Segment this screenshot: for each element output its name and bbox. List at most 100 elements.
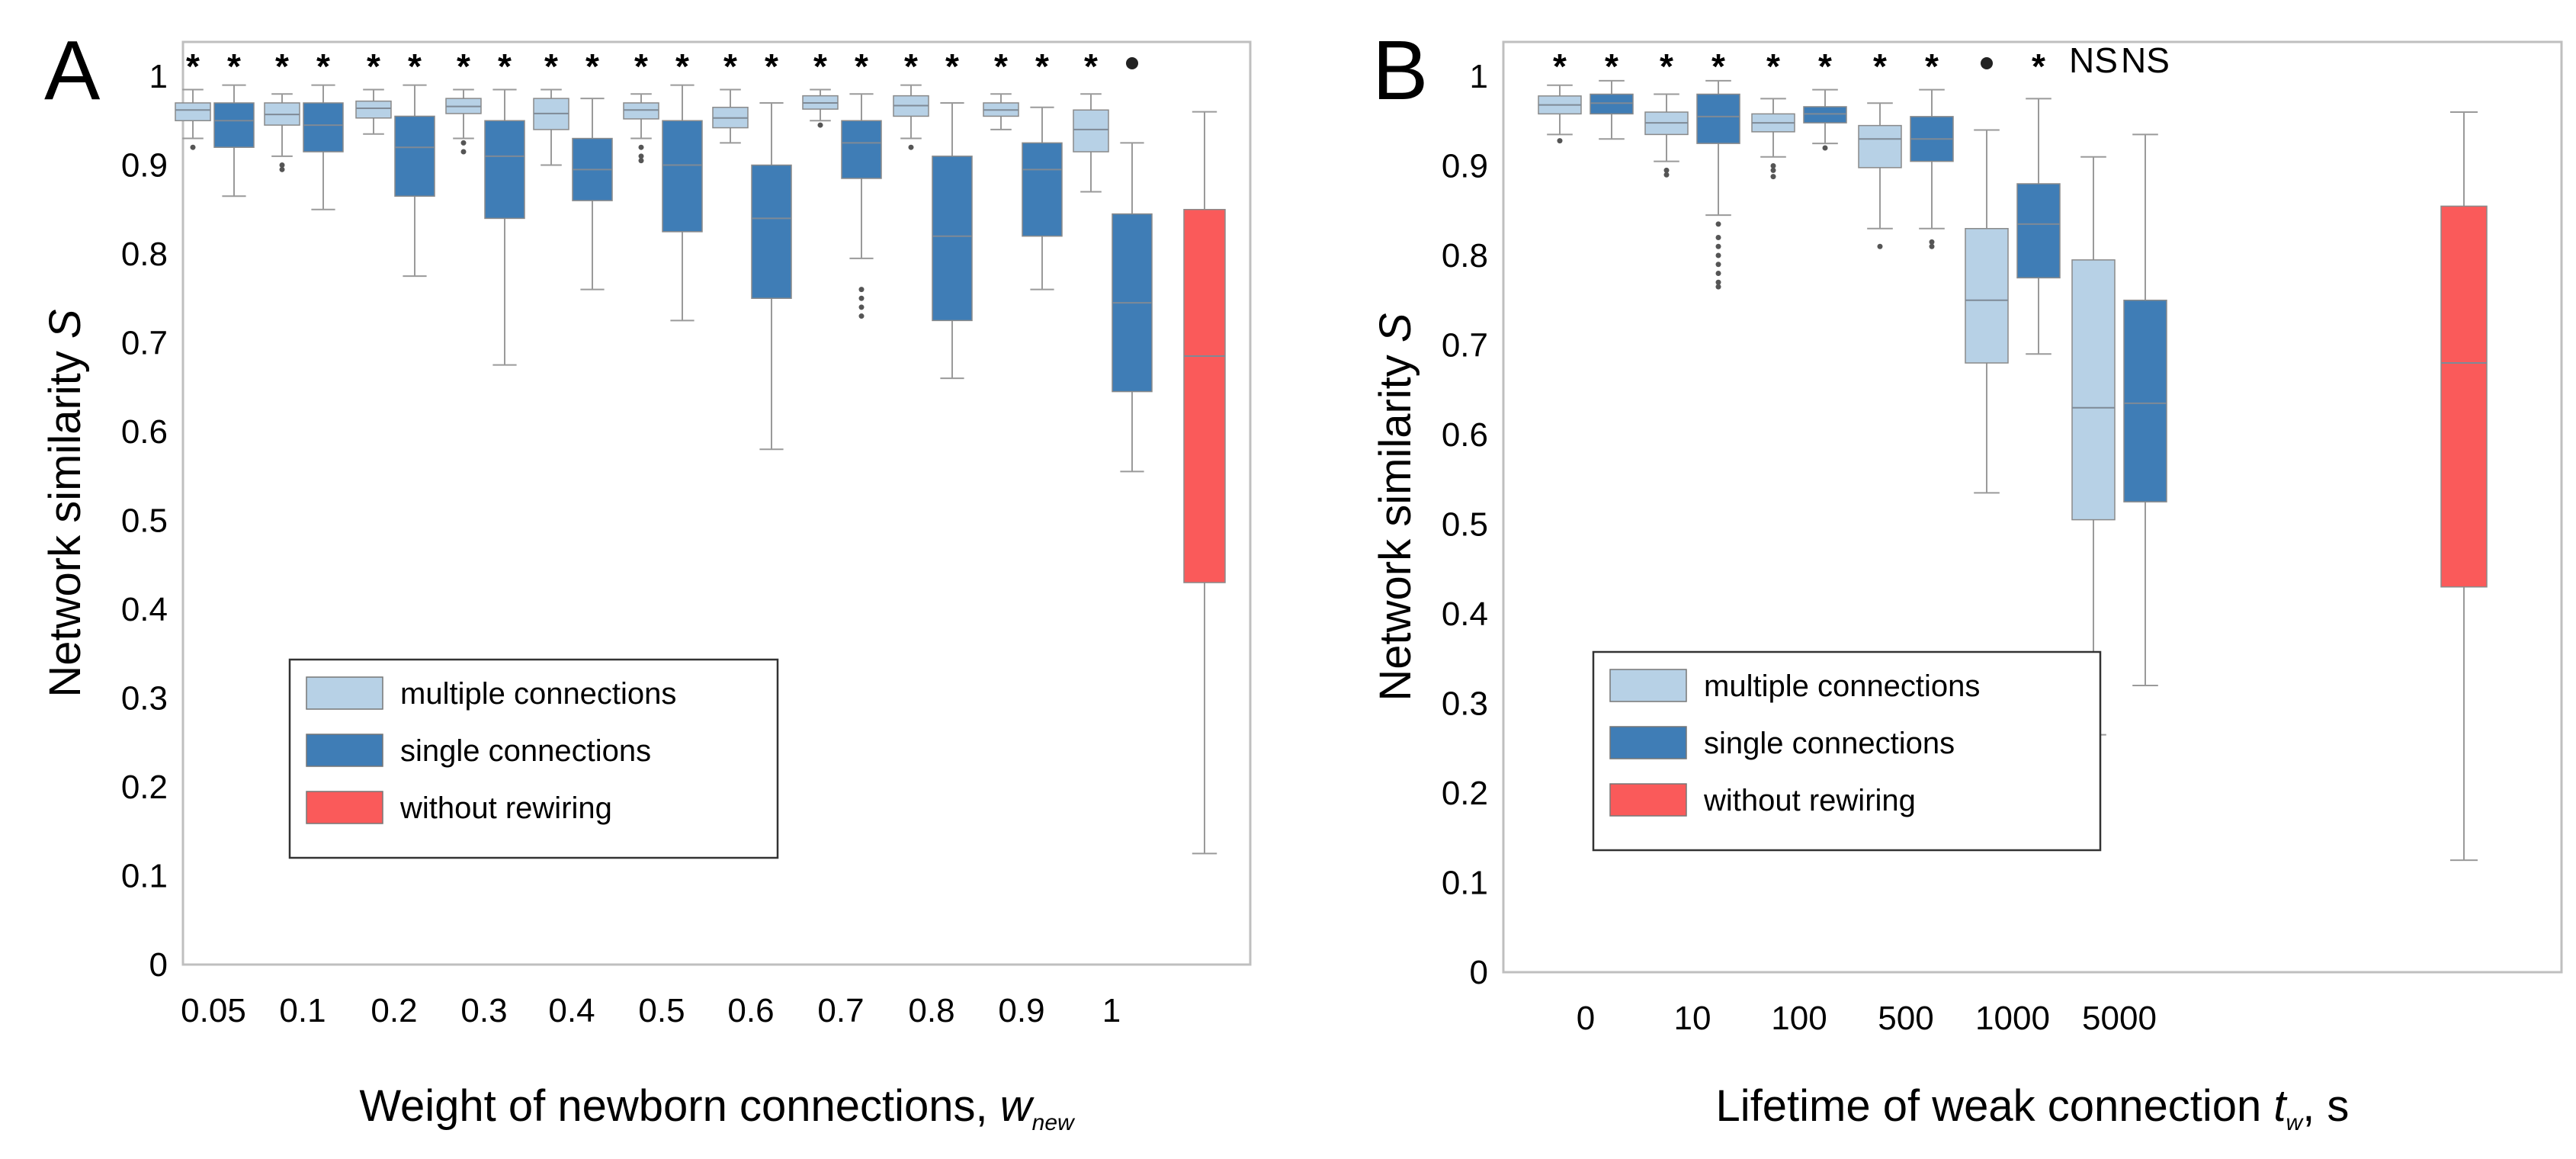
box-iqr (175, 102, 211, 121)
outlier-point (279, 162, 285, 168)
box-single (1696, 79, 1740, 290)
significance-marker: NS (2069, 40, 2118, 80)
y-axis-label: Network similarity S (40, 309, 90, 698)
x-tick-label: 0.9 (998, 992, 1044, 1029)
y-axis-label-symbol: S (40, 309, 90, 339)
box-single (932, 101, 973, 380)
outlier-point (1715, 243, 1721, 249)
y-tick-label: 0.9 (121, 147, 168, 185)
box-iqr (1858, 124, 1902, 169)
x-tick-label: 500 (1878, 1000, 1933, 1037)
outlier-point (817, 122, 823, 128)
significance-marker: * (813, 47, 827, 86)
box-single (1112, 142, 1153, 473)
y-tick-label: 0 (149, 946, 168, 984)
box-multiple (983, 93, 1019, 130)
y-tick-label: 0.6 (1442, 416, 1488, 454)
x-axis-label-part: new (1032, 1110, 1076, 1135)
box-single (1910, 88, 1954, 249)
x-axis-label-part: Lifetime of weak connection (1716, 1081, 2274, 1131)
significance-marker: * (186, 47, 200, 86)
box-single (1022, 106, 1063, 291)
y-tick-label: 0.1 (1442, 865, 1488, 902)
significance-marker: * (1711, 47, 1725, 86)
y-tick-label: 0.8 (121, 236, 168, 273)
significance-marker: NS (2121, 40, 2170, 80)
y-tick-label: 0.3 (1442, 685, 1488, 723)
legend-swatch (1609, 726, 1687, 759)
significance-marker: * (367, 47, 380, 86)
box-iqr (662, 120, 703, 233)
outlier-point (858, 295, 865, 301)
y-axis-label-text: Network similarity (1371, 342, 1420, 702)
y-axis-label-symbol: S (1371, 313, 1420, 342)
significance-marker: * (1605, 47, 1618, 86)
outlier-point (638, 158, 644, 164)
significance-marker: * (1925, 47, 1939, 86)
box-single (394, 84, 435, 278)
box-multiple (1538, 84, 1582, 144)
box-single (484, 88, 525, 366)
x-tick-label: 0.3 (460, 992, 507, 1029)
significance-marker: * (457, 47, 470, 86)
legend-entry: without rewiring (399, 791, 612, 825)
significance-marker: * (945, 47, 959, 86)
y-tick-label: 0.3 (121, 680, 168, 718)
x-axis-label: Weight of newborn connections, wnew (359, 1081, 1076, 1135)
x-tick-label: 0.6 (727, 992, 774, 1029)
significance-marker: * (765, 47, 778, 86)
x-axis-label-part: Weight of newborn connections, (359, 1081, 999, 1131)
box-iqr (1022, 142, 1063, 237)
outlier-point (1715, 221, 1721, 227)
outlier-point (1557, 138, 1563, 144)
outlier-point (190, 144, 196, 150)
x-tick-label: 5000 (2082, 1000, 2157, 1037)
legend-entry: multiple connections (1704, 669, 1980, 703)
outlier-point (279, 166, 285, 172)
y-tick-label: 0.9 (1442, 148, 1488, 185)
significance-marker: * (904, 47, 918, 86)
box-multiple (1073, 93, 1109, 193)
significance-marker: * (2032, 47, 2045, 86)
box-multiple (1965, 129, 2009, 494)
outlier-point (1715, 262, 1721, 268)
outlier-point (858, 287, 865, 293)
significance-marker: * (227, 47, 241, 86)
panel-A: A 0 0.1 0.2 0.3 0.4 0.5 0.6 0.7 0.8 0.9 1 Network si… (40, 24, 1252, 1135)
box-multiple (1644, 93, 1689, 178)
box-iqr (2016, 183, 2061, 279)
box-iqr (1590, 93, 1634, 115)
significance-marker: * (544, 47, 558, 86)
significance-marker: * (1873, 47, 1887, 86)
x-tick-label: 0 (1577, 1000, 1595, 1037)
legend-swatch (306, 734, 383, 767)
x-tick-label: 100 (1771, 1000, 1827, 1037)
x-tick-label: 0.7 (817, 992, 864, 1029)
legend-swatch (306, 676, 383, 710)
box-multiple (1751, 98, 1795, 180)
box-iqr (303, 102, 344, 152)
significance-marker: * (1818, 47, 1832, 86)
box-single (2016, 98, 2061, 355)
y-tick-label: 0.4 (1442, 596, 1488, 633)
x-tick-label: 0.2 (371, 992, 417, 1029)
box-iqr (932, 156, 973, 322)
box-multiple (802, 88, 839, 128)
significance-marker: * (723, 47, 737, 86)
box-without-rewiring (2440, 111, 2488, 862)
significance-marker: * (675, 47, 689, 86)
legend-entry: single connections (400, 734, 651, 768)
x-tick-label: 0.05 (181, 992, 246, 1029)
x-axis-label-part: , s (2302, 1081, 2349, 1131)
legend-swatch (1609, 783, 1687, 817)
box-single (662, 84, 703, 322)
outlier-point (1715, 235, 1721, 240)
outlier-point (1663, 167, 1670, 173)
y-tick-label: 0.1 (121, 858, 168, 895)
significance-marker: * (316, 47, 330, 86)
box-iqr (1183, 209, 1226, 583)
x-tick-label: 1 (1102, 992, 1121, 1029)
significance-marker: * (634, 47, 648, 86)
box-iqr (1803, 106, 1847, 124)
